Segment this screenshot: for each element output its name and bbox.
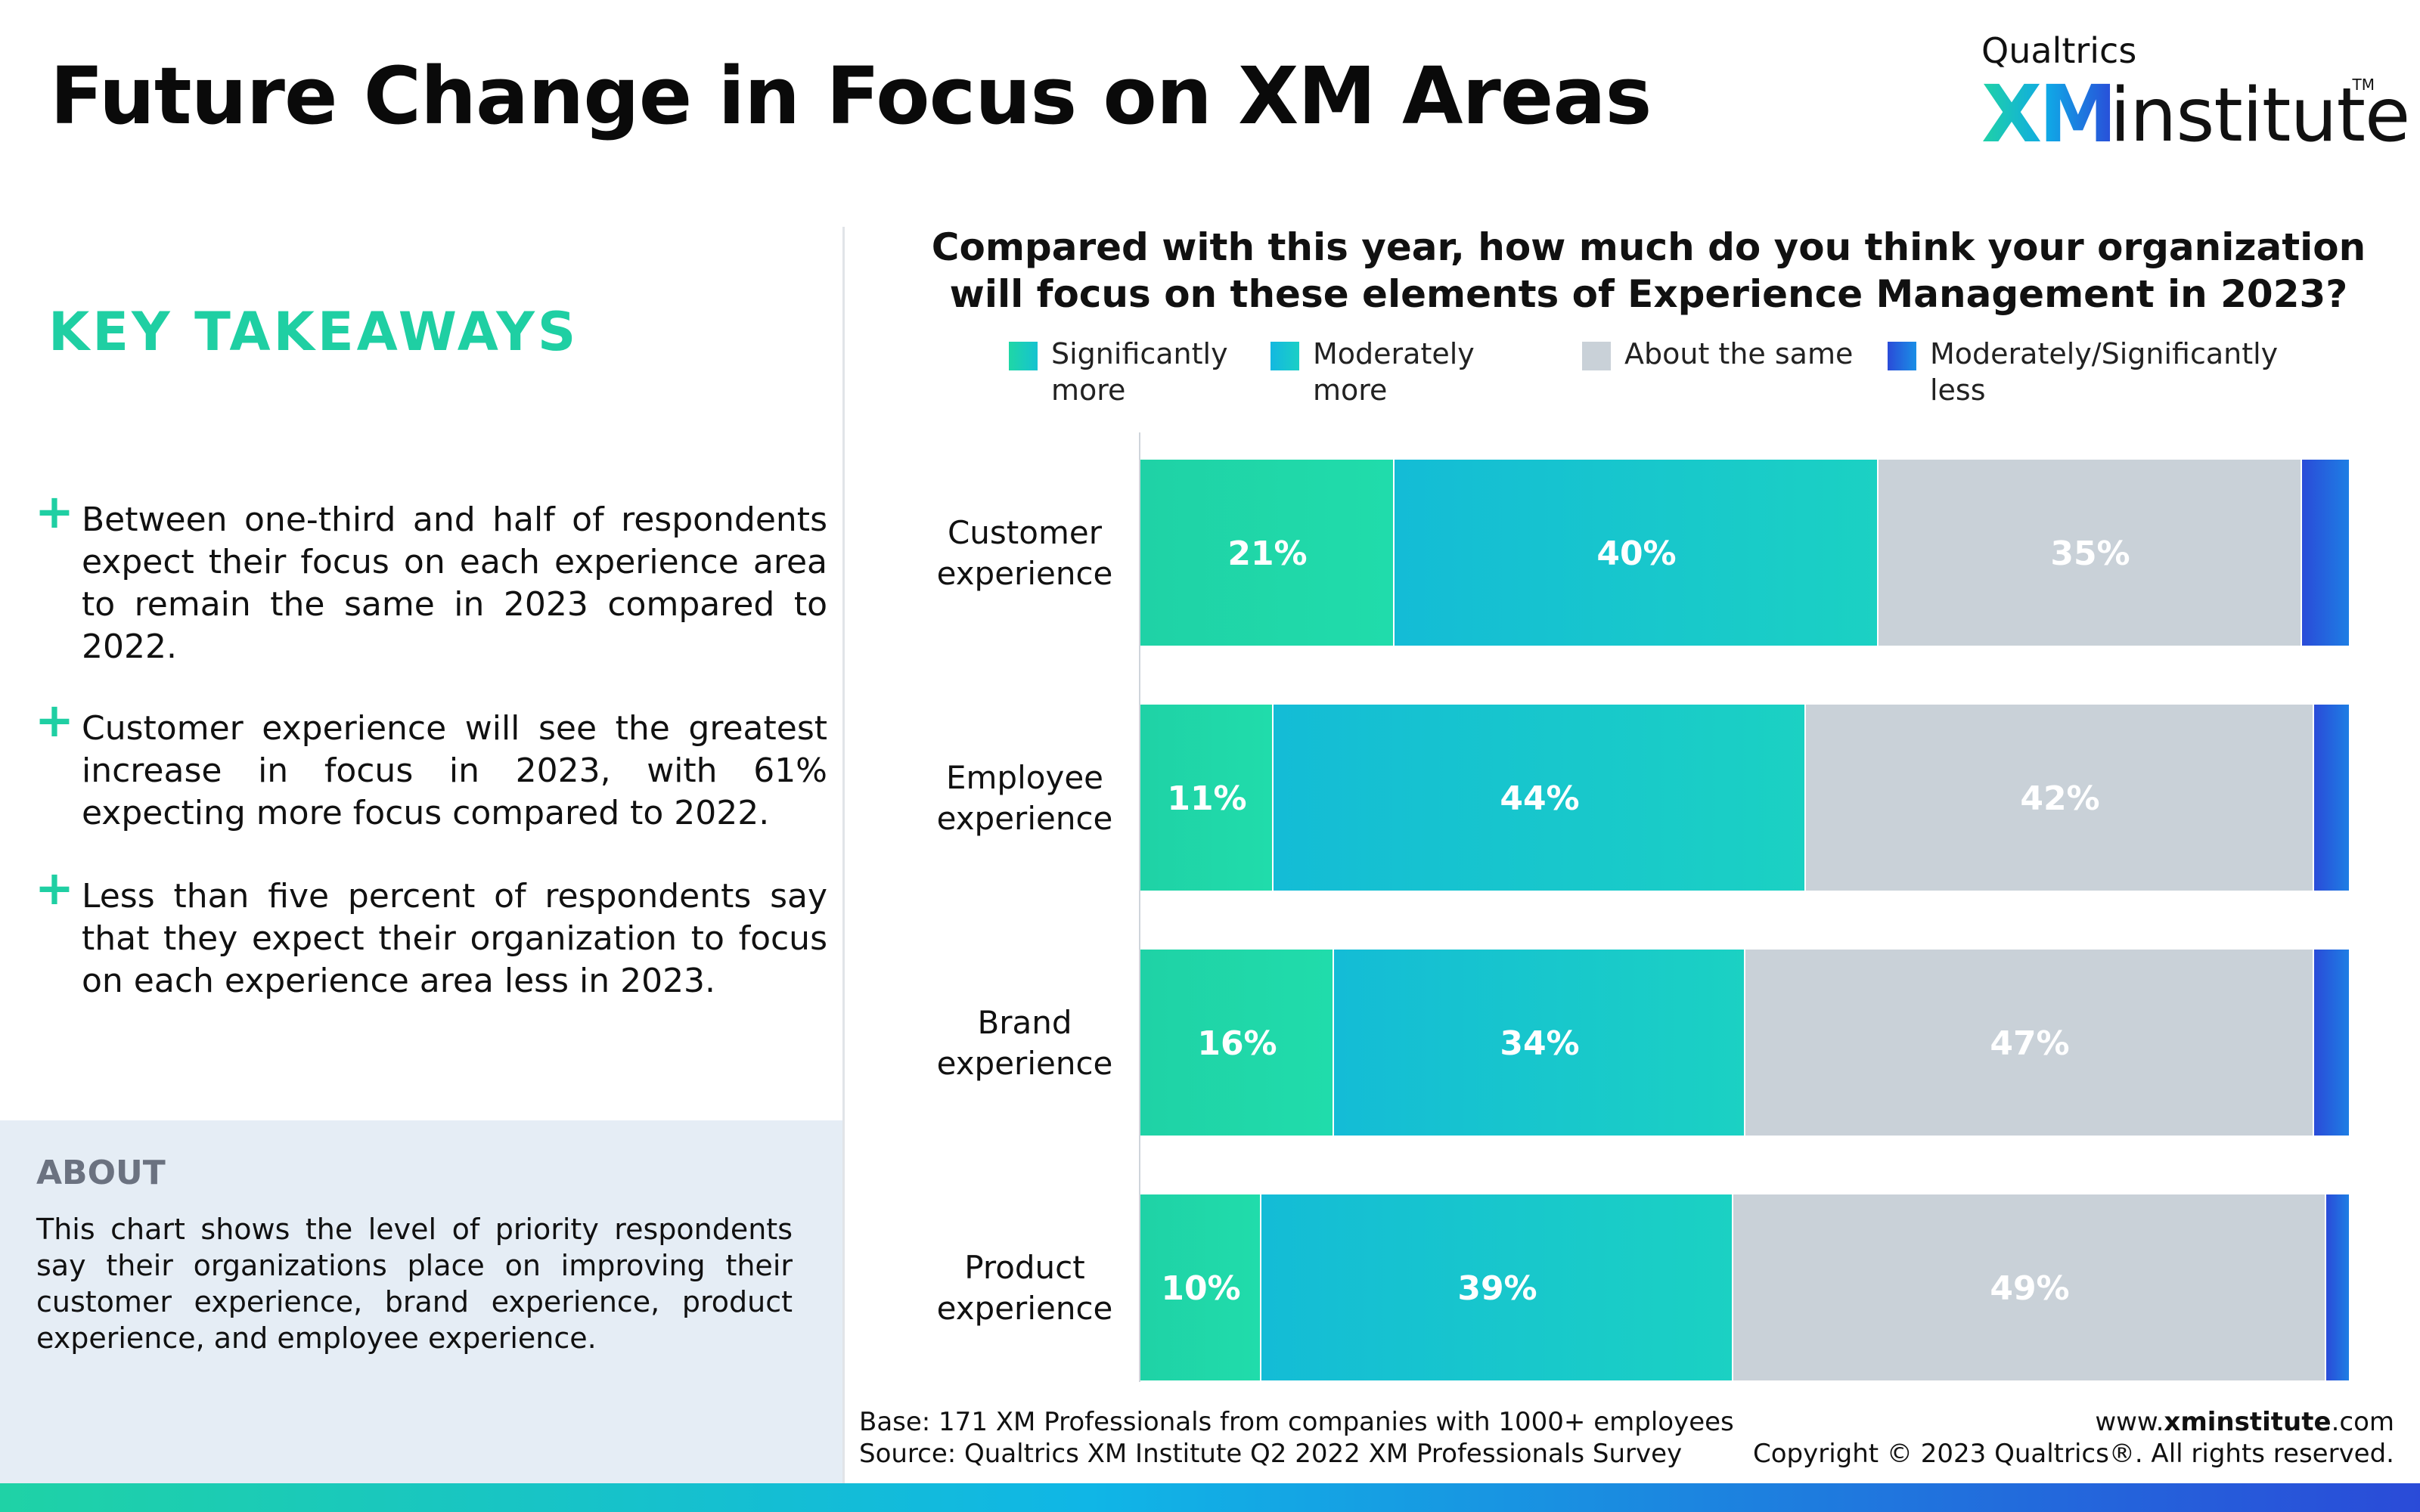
brand-tm-text: TM — [2352, 76, 2375, 94]
data-label-brand-experience-significantly-more: 16% — [1197, 1024, 1277, 1063]
about-panel — [0, 1120, 842, 1483]
legend-swatch — [1270, 342, 1299, 370]
data-label-product-experience-significantly-more: 10% — [1161, 1269, 1240, 1308]
bar-brand-experience-about-the-same — [1745, 950, 2313, 1136]
about-title: ABOUT — [36, 1154, 166, 1192]
takeaway-text: Customer experience will see the greates… — [82, 709, 827, 832]
page-title: Future Change in Focus on XM Areas — [50, 50, 1652, 142]
legend-label: Significantly more — [1051, 337, 1228, 407]
legend-swatch — [1582, 342, 1611, 370]
bar-brand-experience-moderately-significantly-less — [2314, 950, 2349, 1136]
takeaway-text: Between one-third and half of respondent… — [82, 500, 827, 666]
data-label-product-experience-moderately-more: 39% — [1457, 1269, 1537, 1308]
site-prefix: www. — [2095, 1407, 2164, 1437]
legend-label: Moderately more — [1313, 337, 1475, 407]
brand-logo: Qualtrics XM institute TM — [1981, 30, 2410, 160]
site-suffix: .com — [2331, 1407, 2394, 1437]
bar-employee-experience-significantly-more — [1140, 705, 1272, 891]
bottom-gradient-bar — [0, 1483, 2420, 1512]
brand-top-text: Qualtrics — [1981, 30, 2137, 71]
bar-employee-experience-about-the-same — [1806, 705, 2313, 891]
takeaway-text: Less than five percent of respondents sa… — [82, 877, 827, 1000]
bar-brand-experience-significantly-more — [1140, 950, 1333, 1136]
bar-employee-experience-moderately-significantly-less — [2314, 705, 2349, 891]
footer-source: Source: Qualtrics XM Institute Q2 2022 X… — [859, 1439, 1683, 1469]
category-label-product-experience: Product experience — [937, 1249, 1113, 1327]
key-takeaways-title: KEY TAKEAWAYS — [48, 301, 579, 363]
brand-xm-text: XM — [1981, 68, 2118, 160]
chart-title: Compared with this year, how much do you… — [931, 225, 2366, 316]
footer-website-link[interactable]: www.xminstitute.com — [1753, 1406, 2394, 1438]
bar-customer-experience-moderately-significantly-less — [2302, 460, 2349, 646]
footer-credits: www.xminstitute.com Copyright © 2023 Qua… — [1753, 1406, 2394, 1470]
category-label-customer-experience: Customer experience — [937, 514, 1113, 592]
column-divider — [842, 227, 845, 1489]
data-label-employee-experience-about-the-same: 42% — [2020, 779, 2099, 818]
bar-customer-experience-moderately-more — [1395, 460, 1877, 646]
data-label-product-experience-about-the-same: 49% — [1990, 1269, 2069, 1308]
data-label-customer-experience-about-the-same: 35% — [2050, 534, 2130, 573]
plus-icon: + — [35, 692, 74, 748]
data-label-brand-experience-about-the-same: 47% — [1990, 1024, 2069, 1063]
legend-label: Moderately/Significantly less — [1930, 337, 2279, 407]
bar-product-experience-moderately-more — [1261, 1194, 1732, 1380]
category-label-brand-experience: Brand experience — [937, 1004, 1113, 1082]
footer-notes: Base: 171 XM Professionals from companie… — [859, 1406, 1734, 1470]
plus-icon: + — [35, 860, 74, 916]
bar-product-experience-about-the-same — [1733, 1194, 2325, 1380]
data-label-employee-experience-significantly-more: 11% — [1167, 779, 1246, 818]
data-label-brand-experience-moderately-more: 34% — [1500, 1024, 1579, 1063]
bar-product-experience-significantly-more — [1140, 1194, 1260, 1380]
stacked-bar-chart: Customer experience 21% 40% 35% Employee exper… — [937, 432, 2349, 1382]
site-bold: xminstitute — [2164, 1407, 2332, 1437]
bar-employee-experience-moderately-more — [1274, 705, 1804, 891]
bar-customer-experience-about-the-same — [1879, 460, 2301, 646]
data-label-employee-experience-moderately-more: 44% — [1500, 779, 1579, 818]
footer-base: Base: 171 XM Professionals from companie… — [859, 1407, 1734, 1437]
category-label-employee-experience: Employee experience — [937, 759, 1113, 837]
plus-icon: + — [35, 484, 74, 539]
data-label-customer-experience-significantly-more: 21% — [1227, 534, 1307, 573]
brand-institute-text: institute — [2110, 73, 2410, 159]
legend-label: About the same — [1624, 337, 1854, 370]
bar-customer-experience-significantly-more — [1140, 460, 1393, 646]
footer-copyright: Copyright © 2023 Qualtrics®. All rights … — [1752, 1439, 2394, 1469]
bar-product-experience-moderately-significantly-less — [2326, 1194, 2349, 1380]
about-text: This chart shows the level of priority r… — [36, 1213, 793, 1355]
legend-swatch — [1888, 342, 1916, 370]
bar-brand-experience-moderately-more — [1334, 950, 1744, 1136]
data-label-customer-experience-moderately-more: 40% — [1596, 534, 1676, 573]
legend-swatch — [1009, 342, 1038, 370]
